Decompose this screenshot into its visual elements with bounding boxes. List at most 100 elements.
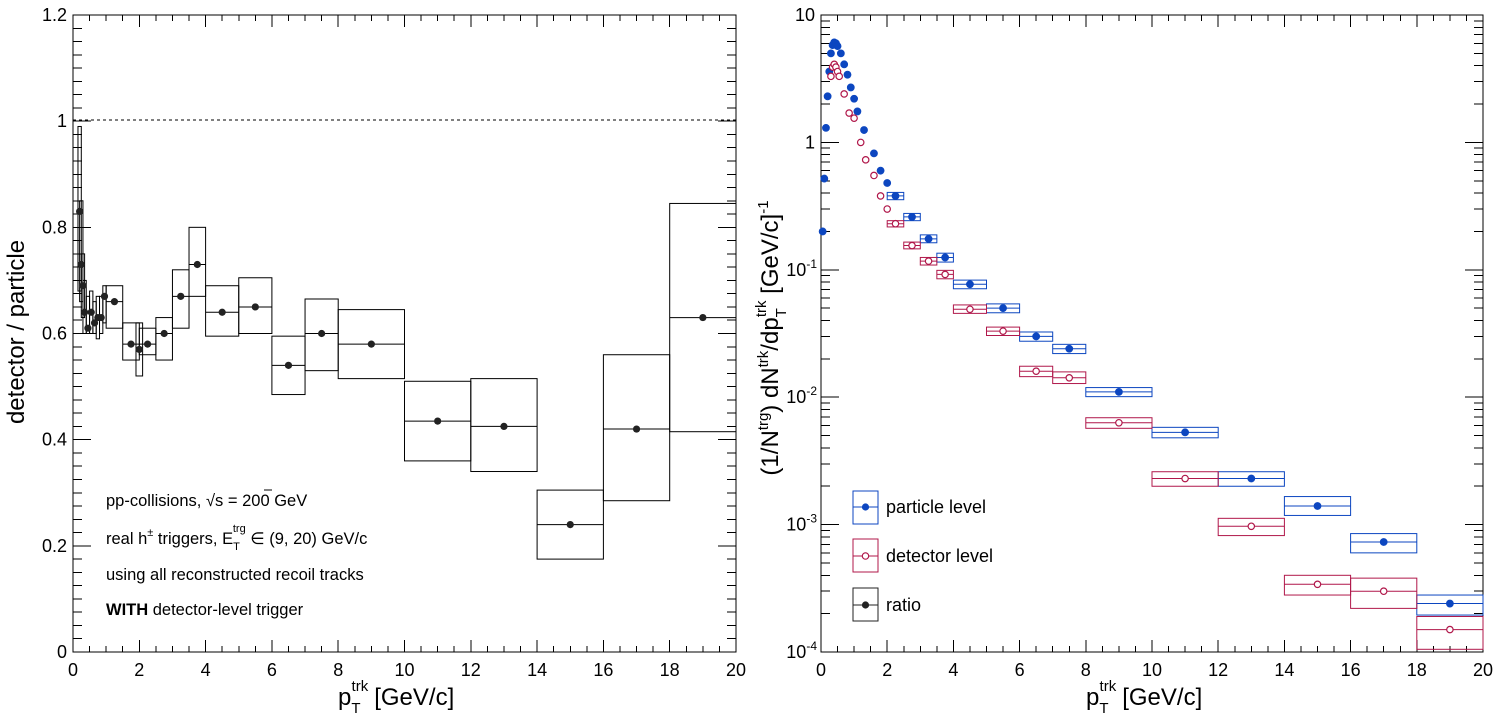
detector-point: [870, 171, 878, 180]
particle-point: [924, 234, 933, 243]
x-tick-label: 18: [660, 660, 680, 680]
detector-point: [861, 156, 870, 164]
particle-point: [860, 126, 868, 134]
x-tick-label: 4: [948, 660, 958, 680]
y-tick-label: 1: [57, 111, 67, 131]
x-tick-label: 6: [1015, 660, 1025, 680]
x-tick-label: 8: [1081, 660, 1091, 680]
ratio-uncertainty-box: [171, 269, 190, 329]
y-tick-label: 0: [57, 642, 67, 662]
particle-point: [840, 60, 849, 69]
detector-point: [999, 327, 1007, 335]
right-data-marks: [818, 38, 1484, 650]
x-tick-label: 2: [882, 660, 892, 680]
y-tick-label: 10: [795, 5, 815, 25]
x-tick-label: 20: [726, 660, 746, 680]
detector-point: [924, 257, 933, 265]
detector-point: [891, 219, 900, 228]
particle-point: [846, 83, 855, 92]
right-tick-labels: 0 2 4 6 8 10 12 14 16 18 20 10-4 10-3 10-2 10-1 1 10: [786, 5, 1493, 680]
ratio-point: [193, 260, 201, 269]
ratio-point: [500, 422, 508, 430]
particle-point: [827, 49, 835, 58]
particle-point: [883, 179, 892, 187]
particle-point: [818, 227, 827, 236]
particle-point: [853, 107, 862, 116]
x-tick-label: 20: [1473, 660, 1493, 680]
x-tick-label: 2: [134, 660, 144, 680]
y-tick-label: 0.2: [42, 536, 67, 556]
y-tick-label: 1: [805, 132, 815, 152]
left-ticks: [72, 14, 737, 653]
ratio-uncertainty-box: [188, 226, 207, 297]
detector-point: [850, 114, 858, 122]
ratio-point: [632, 425, 641, 433]
particle-point: [908, 213, 916, 221]
detector-point: [856, 138, 865, 147]
x-tick-label: 10: [394, 660, 414, 680]
detector-point: [1379, 587, 1388, 596]
ratio-point: [434, 417, 442, 425]
ratio-point: [284, 361, 293, 369]
detector-point: [1446, 625, 1454, 634]
particle-uncertainty-box: [1350, 533, 1418, 554]
x-tick-label: 12: [461, 660, 481, 680]
particle-point: [876, 166, 885, 175]
particle-point: [836, 49, 845, 58]
detector-uncertainty-box: [1350, 577, 1418, 609]
ratio-point: [127, 340, 135, 348]
ratio-point: [110, 298, 119, 306]
left-panel: 0 2 4 6 8 10 12 14 16 18 20 0 0.2 0.4 0.6 0.8 1 1.2 pp-co…: [3, 5, 746, 717]
right-ticks: [820, 14, 1484, 653]
x-tick-label: 16: [593, 660, 613, 680]
ratio-point: [76, 207, 84, 216]
annotation-line-4: WITH detector-level trigger: [106, 601, 304, 619]
legend-label-particle: particle level: [886, 497, 986, 517]
left-x-axis-title: pTtrk [GeV/c]: [338, 678, 454, 717]
particle-point: [833, 42, 842, 51]
particle-point: [1032, 332, 1041, 341]
ratio-point: [77, 260, 85, 269]
particle-point: [1181, 428, 1189, 437]
x-tick-label: 12: [1208, 660, 1228, 680]
y-tick-label: 0.6: [42, 324, 67, 344]
x-tick-label: 8: [333, 660, 343, 680]
y-tick-label: 10-1: [786, 257, 817, 280]
left-data-marks: [76, 125, 737, 560]
x-tick-label: 14: [527, 660, 547, 680]
particle-point: [966, 280, 974, 289]
ratio-point: [251, 303, 259, 311]
x-tick-label: 14: [1274, 660, 1294, 680]
ratio-point: [79, 282, 87, 290]
legend-label-detector: detector level: [886, 546, 993, 566]
x-tick-label: 16: [1341, 660, 1361, 680]
detector-point: [845, 109, 853, 117]
detector-point: [1247, 522, 1256, 531]
ratio-point: [318, 329, 326, 338]
legend-label-ratio: ratio: [886, 595, 921, 615]
x-tick-label: 4: [201, 660, 211, 680]
particle-point: [1446, 599, 1454, 608]
y-tick-label: 10-2: [786, 384, 817, 407]
detector-point: [876, 192, 885, 200]
x-tick-label: 0: [816, 660, 826, 680]
detector-point: [827, 72, 835, 81]
ratio-uncertainty-box: [470, 378, 538, 473]
particle-point: [850, 94, 858, 103]
detector-point: [1115, 418, 1123, 427]
y-tick-label: 0.4: [42, 430, 67, 450]
annotation-line-1: pp-collisions, √s = 200 GeV: [106, 492, 307, 510]
particle-point: [1115, 388, 1123, 396]
particle-point: [891, 192, 900, 200]
particle-point: [1247, 474, 1256, 483]
ratio-point: [218, 308, 226, 316]
detector-uncertainty-box: [1416, 615, 1484, 650]
detector-point: [908, 241, 916, 250]
ratio-point: [160, 329, 168, 338]
left-tick-labels: 0 2 4 6 8 10 12 14 16 18 20 0 0.2 0.4 0.6 0.8 1 1.2: [42, 5, 746, 680]
particle-point: [999, 304, 1007, 313]
x-tick-label: 0: [68, 660, 78, 680]
ratio-uncertainty-box: [238, 277, 273, 335]
legend: particle level detector level ratio: [852, 490, 993, 622]
